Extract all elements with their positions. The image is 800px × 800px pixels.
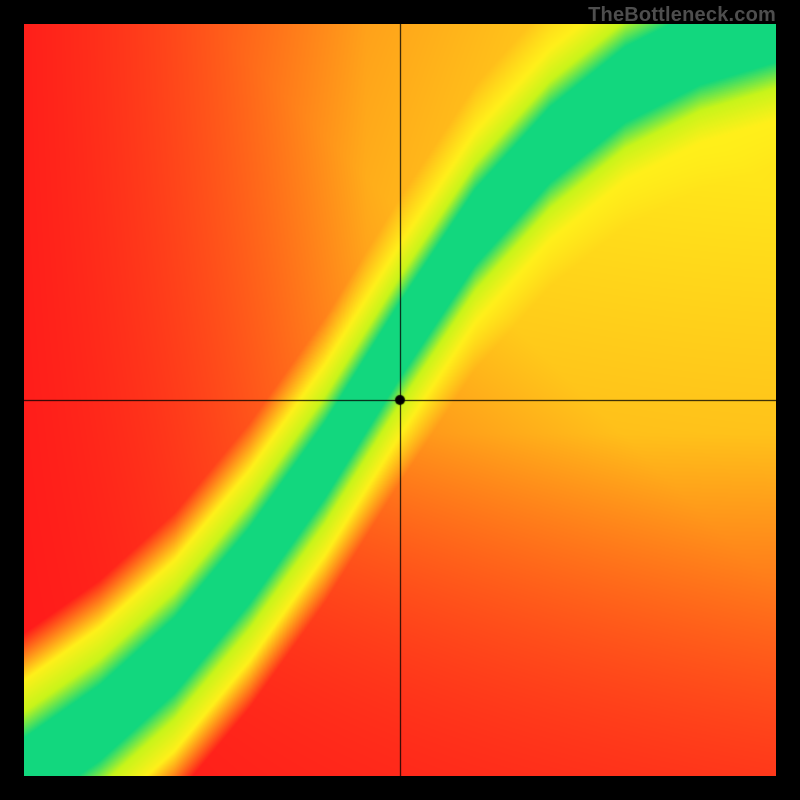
chart-frame: TheBottleneck.com <box>0 0 800 800</box>
bottleneck-heatmap <box>24 24 776 776</box>
heatmap-container <box>24 24 776 776</box>
